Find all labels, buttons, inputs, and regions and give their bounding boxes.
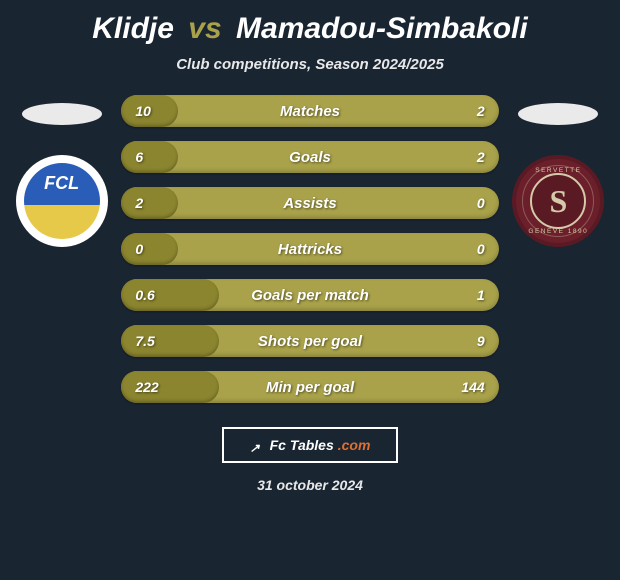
servette-ring-bottom: GENEVE 1890 xyxy=(528,228,588,235)
brand-mid: Tables xyxy=(290,437,334,453)
left-flag-icon xyxy=(22,103,102,125)
club-logo-servette: SERVETTE S GENEVE 1890 xyxy=(512,155,604,247)
brand-suffix: .com xyxy=(338,437,371,453)
stat-bar: 0.6 Goals per match 1 xyxy=(121,279,498,311)
stat-bar: 0 Hattricks 0 xyxy=(121,233,498,265)
stat-left-value: 10 xyxy=(135,103,151,119)
stat-label: Hattricks xyxy=(278,241,342,258)
brand-logo: FcTables.com xyxy=(222,427,398,463)
stat-bar: 222 Min per goal 144 xyxy=(121,371,498,403)
main-row: FCL 10Matches26Goals22Assists00Hattricks… xyxy=(12,95,608,403)
stat-left-value: 0.6 xyxy=(135,287,154,303)
right-flag-icon xyxy=(518,103,598,125)
stat-bar-fill xyxy=(121,187,178,219)
subtitle: Club competitions, Season 2024/2025 xyxy=(12,56,608,73)
stat-left-value: 222 xyxy=(135,379,158,395)
right-side: SERVETTE S GENEVE 1890 xyxy=(509,95,608,247)
stat-right-value: 2 xyxy=(477,149,485,165)
stat-bar-fill xyxy=(121,141,178,173)
servette-ring-top: SERVETTE xyxy=(535,167,581,174)
servette-ring-icon xyxy=(522,165,594,237)
stat-bar: 7.5 Shots per goal 9 xyxy=(121,325,498,357)
stat-right-value: 1 xyxy=(477,287,485,303)
brand-arrow-icon xyxy=(250,439,266,451)
stat-label: Assists xyxy=(283,195,336,212)
title-player2: Mamadou-Simbakoli xyxy=(236,12,528,45)
stat-left-value: 7.5 xyxy=(135,333,154,349)
stat-left-value: 6 xyxy=(135,149,143,165)
stat-right-value: 2 xyxy=(477,103,485,119)
page-title: Klidje vs Mamadou-Simbakoli xyxy=(12,12,608,46)
infographic-container: Klidje vs Mamadou-Simbakoli Club competi… xyxy=(0,0,620,580)
stat-bar: 6 Goals 2 xyxy=(121,141,498,173)
club-logo-fcl-label: FCL xyxy=(24,163,100,239)
stat-right-value: 144 xyxy=(461,379,484,395)
title-player1: Klidje xyxy=(92,12,174,45)
stat-label: Min per goal xyxy=(266,379,354,396)
stat-right-value: 9 xyxy=(477,333,485,349)
title-vs: vs xyxy=(188,12,221,45)
stat-bar: 10 Matches 2 xyxy=(121,95,498,127)
stat-bar: 2 Assists 0 xyxy=(121,187,498,219)
brand-prefix: Fc xyxy=(270,437,286,453)
stat-left-value: 2 xyxy=(135,195,143,211)
stat-label: Shots per goal xyxy=(258,333,362,350)
stat-right-value: 0 xyxy=(477,241,485,257)
stat-label: Goals per match xyxy=(251,287,369,304)
stats-bars: 10 Matches 2 6 Goals 2 2 Assists 0 0 Hattricks 0 0.6… xyxy=(121,95,498,403)
footer-date: 31 october 2024 xyxy=(12,477,608,493)
stat-left-value: 0 xyxy=(135,241,143,257)
left-side: FCL xyxy=(12,95,111,247)
stat-label: Goals xyxy=(289,149,331,166)
club-logo-fcl: FCL xyxy=(16,155,108,247)
stat-bar-fill xyxy=(121,233,178,265)
stat-right-value: 0 xyxy=(477,195,485,211)
stat-label: Matches xyxy=(280,103,340,120)
